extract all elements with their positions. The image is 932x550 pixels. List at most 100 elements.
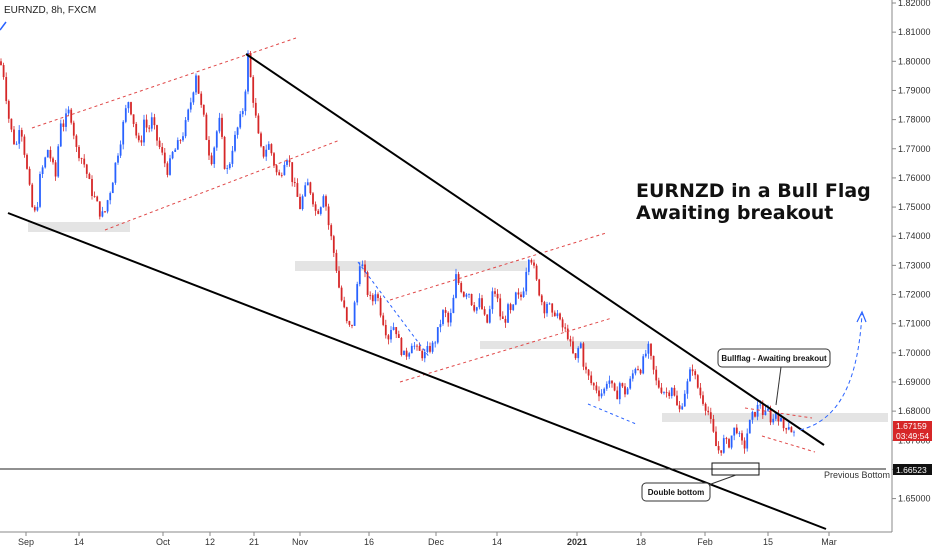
candle-up <box>67 109 70 114</box>
candle-down <box>200 93 203 105</box>
candle-down <box>210 155 213 165</box>
candle-down <box>564 327 567 329</box>
candle-down <box>387 335 390 340</box>
candle-up <box>525 271 528 292</box>
candle-up <box>631 373 634 379</box>
candle-up <box>605 383 608 389</box>
candle-down <box>317 210 320 214</box>
candle-down <box>88 173 91 179</box>
candle-down <box>650 343 652 356</box>
candle-up <box>689 369 691 382</box>
x-tick-label: 12 <box>205 537 215 547</box>
candle-down <box>179 140 182 141</box>
candle-down <box>533 262 535 266</box>
candle-down <box>364 264 366 273</box>
candle-down <box>312 193 314 205</box>
candle-up <box>15 143 18 145</box>
candle-down <box>637 368 639 370</box>
candle-up <box>793 431 795 433</box>
candle-up <box>527 259 530 272</box>
blue-dash-lines <box>357 261 637 425</box>
wedge-upper-line <box>245 53 825 446</box>
candle-down <box>590 375 593 384</box>
candle-up <box>286 160 288 165</box>
candle-up <box>187 109 190 121</box>
candle-down <box>543 302 546 314</box>
previous-bottom-tag <box>893 464 932 475</box>
candle-up <box>439 324 442 328</box>
candle-up <box>410 345 413 354</box>
candle-down <box>676 395 678 406</box>
symbol-header: EURNZD, 8h, FXCM <box>4 5 96 16</box>
candle-down <box>161 147 164 153</box>
candle-up <box>361 264 364 267</box>
candle-down <box>205 114 208 140</box>
candle-up <box>213 147 216 165</box>
candle-up <box>109 193 112 201</box>
candle-down <box>72 122 75 136</box>
flag-upper <box>744 407 813 419</box>
x-tick-label: 14 <box>492 537 502 547</box>
candle-down <box>709 412 712 419</box>
candle-down <box>278 172 281 176</box>
bullflag-callout <box>717 348 831 368</box>
candle-down <box>366 272 369 295</box>
candle-up <box>353 302 356 326</box>
candle-down <box>699 387 702 396</box>
candle-up <box>322 196 325 208</box>
candle-up <box>465 294 468 297</box>
candle-up <box>408 353 411 357</box>
candle-down <box>379 297 382 316</box>
candle-down <box>145 119 148 128</box>
candle-down <box>98 201 101 217</box>
candle-up <box>176 140 179 150</box>
candle-up <box>304 185 307 197</box>
candle-down <box>499 298 502 317</box>
candle-down <box>135 123 138 136</box>
x-tick-label: 14 <box>74 537 84 547</box>
candle-down <box>696 375 699 388</box>
candle-down <box>613 383 616 391</box>
candle-down <box>678 405 681 410</box>
candle-down <box>595 385 598 391</box>
candle-down <box>83 158 86 165</box>
candles <box>0 50 795 456</box>
candle-up <box>748 419 751 434</box>
candle-up <box>192 92 195 103</box>
candle-down <box>28 168 31 185</box>
x-tick-label: Nov <box>292 537 309 547</box>
candle-up <box>608 380 611 384</box>
candle-down <box>569 339 572 342</box>
candle-up <box>577 347 580 359</box>
candle-up <box>390 329 392 340</box>
candle-up <box>195 75 197 93</box>
candle-up <box>218 117 221 132</box>
candle-down <box>530 259 533 263</box>
candle-up <box>182 136 184 141</box>
candle-up <box>111 182 114 194</box>
candle-up <box>57 146 60 177</box>
y-tick-label: 1.74000 <box>898 231 931 241</box>
candle-up <box>751 411 754 420</box>
candle-up <box>122 121 125 145</box>
y-tick-label: 1.65000 <box>898 494 931 504</box>
candle-down <box>327 206 330 226</box>
y-tick-label: 1.75000 <box>898 202 931 212</box>
time-axis[interactable]: Sep 14 Oct 12 21 Nov 16 Dec 14 2021 18 Feb 15 Mar <box>18 532 837 547</box>
candle-down <box>761 404 764 416</box>
channel-upper-1 <box>31 37 297 129</box>
candle-up <box>738 433 741 435</box>
candle-down <box>572 341 574 354</box>
headline-line-1: EURNZD in a Bull Flag <box>636 180 871 202</box>
candle-down <box>338 270 340 288</box>
candle-down <box>457 274 460 284</box>
x-tick-label: Oct <box>156 537 171 547</box>
candle-down <box>712 418 715 432</box>
candle-down <box>574 353 577 359</box>
candle-down <box>309 182 312 194</box>
candle-down <box>140 140 143 143</box>
candle-down <box>340 287 343 301</box>
candle-up <box>644 353 647 357</box>
candle-up <box>514 292 517 305</box>
